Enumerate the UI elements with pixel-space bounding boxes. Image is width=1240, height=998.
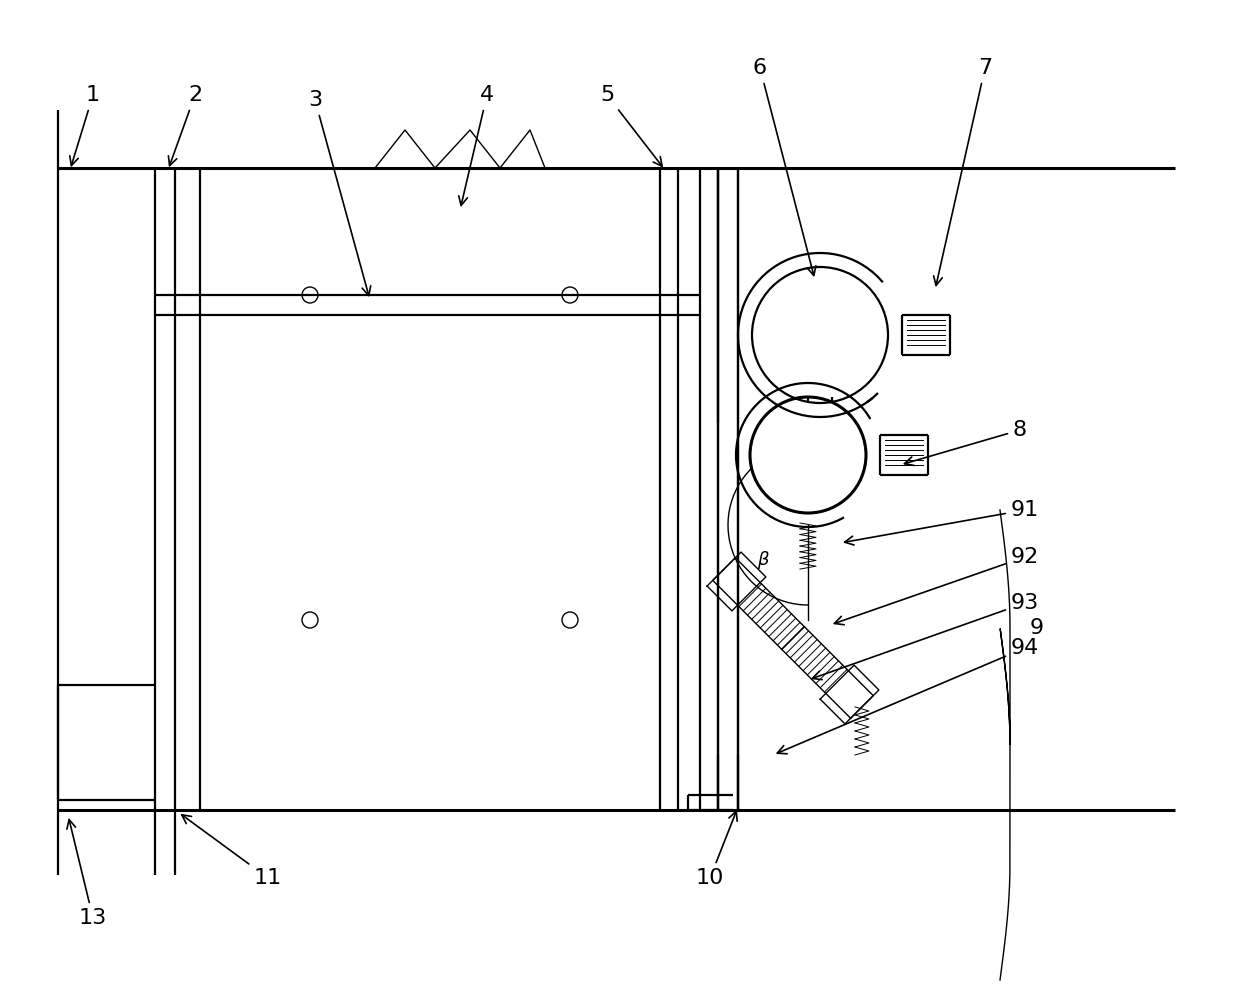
Text: $\beta$: $\beta$	[756, 549, 770, 571]
Text: 3: 3	[308, 90, 371, 295]
Text: 94: 94	[777, 638, 1039, 753]
Text: 6: 6	[753, 58, 816, 275]
Text: 2: 2	[169, 85, 202, 166]
Text: 5: 5	[600, 85, 662, 167]
Text: 93: 93	[812, 593, 1039, 680]
Text: 13: 13	[67, 819, 107, 928]
Text: 91: 91	[844, 500, 1039, 545]
Text: 7: 7	[934, 58, 992, 285]
Text: 92: 92	[835, 547, 1039, 625]
Text: 10: 10	[696, 811, 737, 888]
Text: 11: 11	[182, 814, 283, 888]
Text: 9: 9	[1030, 618, 1044, 638]
Text: 1: 1	[69, 85, 100, 166]
Text: 4: 4	[459, 85, 494, 206]
Text: 8: 8	[904, 420, 1027, 465]
